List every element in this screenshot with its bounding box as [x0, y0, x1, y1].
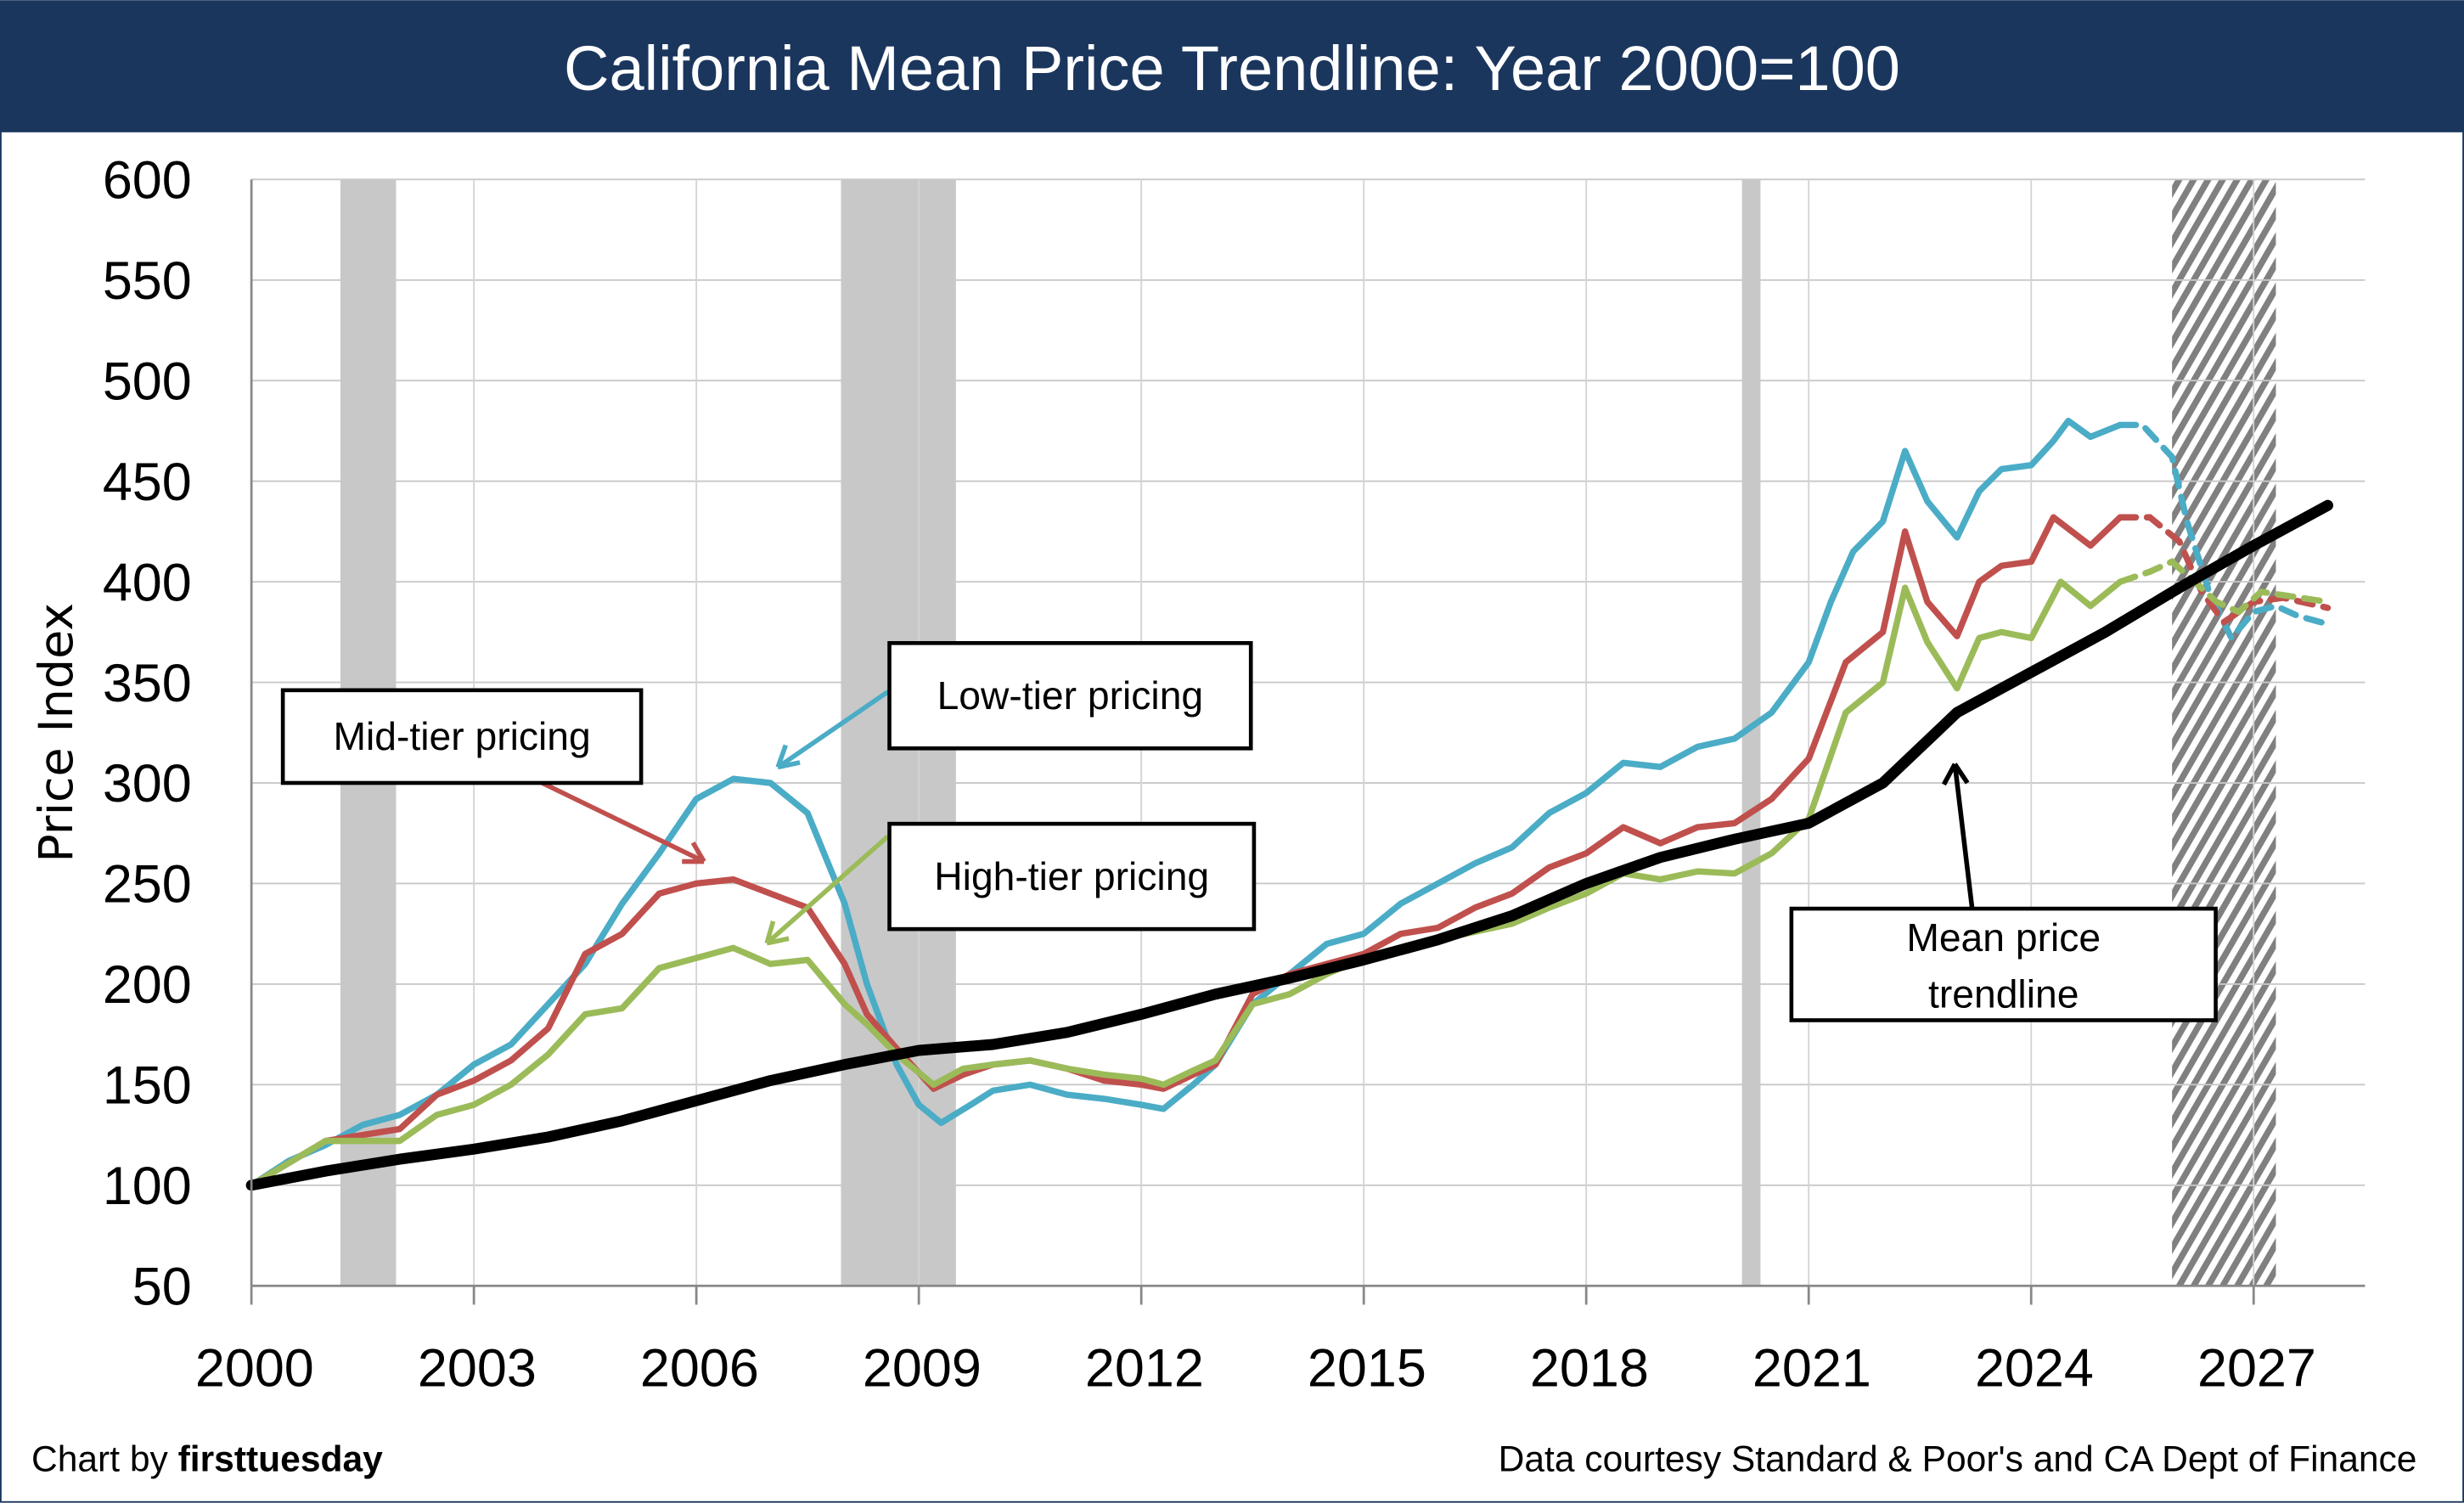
y-tick-label: 100 [103, 1157, 192, 1216]
mid-tier-label-box [280, 688, 644, 785]
x-tick-label: 2027 [2197, 1339, 2316, 1399]
mean-label-line2: trendline [1928, 972, 2079, 1016]
y-axis-label: Price Index [29, 603, 84, 863]
x-tick-label: 2003 [418, 1339, 537, 1399]
y-tick-label: 600 [103, 151, 192, 211]
x-tick-label: 2006 [640, 1339, 759, 1399]
footer-source: Data courtesy Standard & Poor's and CA D… [1499, 1439, 2417, 1480]
mid-tier-pricingline-forecast [2117, 514, 2332, 627]
low-tier-arrow [776, 690, 890, 769]
mean-label-line1: Mean price [1906, 915, 2101, 960]
footer-credit-prefix: Chart by [31, 1439, 178, 1480]
footer-credit: Chart by firsttuesday [31, 1439, 383, 1480]
high-tier-label: High-tier pricing [934, 854, 1209, 898]
y-tick-label: 300 [103, 754, 192, 813]
high-tier-label-box [887, 821, 1257, 932]
mean-label-box [1789, 906, 2218, 1022]
mid-tier-label: Mid-tier pricing [333, 714, 590, 758]
y-tick-label: 200 [103, 955, 192, 1015]
mean-arrow [1952, 763, 1975, 909]
low-tier-label: Low-tier pricing [937, 673, 1204, 718]
y-tick-label: 450 [103, 453, 192, 512]
x-tick-label: 2021 [1752, 1339, 1871, 1399]
x-tick-label: 2012 [1085, 1339, 1204, 1399]
high-tier-pricingline [248, 578, 2124, 1189]
low-tier-pricingline-forecast [2117, 421, 2332, 645]
x-tick-label: 2018 [1530, 1339, 1649, 1399]
x-tick-label: 2000 [195, 1339, 314, 1399]
y-tick-label: 550 [103, 251, 192, 311]
y-tick-label: 400 [103, 553, 192, 612]
x-tick-label: 2009 [863, 1339, 982, 1399]
y-tick-label: 150 [103, 1056, 192, 1116]
recession-band [1741, 179, 1761, 1286]
mean-price-trendlineline [245, 499, 2334, 1191]
forecast-band [2172, 179, 2276, 1286]
x-tick-label: 2015 [1308, 1339, 1426, 1399]
title-bar [0, 0, 2464, 132]
low-tier-label-box [887, 640, 1253, 751]
y-tick-label: 250 [103, 855, 192, 915]
y-tick-label: 50 [132, 1257, 192, 1316]
y-tick-label: 500 [103, 352, 192, 411]
x-tick-label: 2024 [1975, 1339, 2094, 1399]
y-tick-label: 350 [103, 654, 192, 713]
footer-brand: firsttuesday [178, 1439, 384, 1480]
high-tier-pricingline-forecast [2117, 558, 2332, 616]
high-tier-arrow [765, 834, 890, 945]
chart-title: California Mean Price Trendline: Year 20… [564, 33, 1900, 104]
mid-tier-arrow [541, 780, 706, 864]
